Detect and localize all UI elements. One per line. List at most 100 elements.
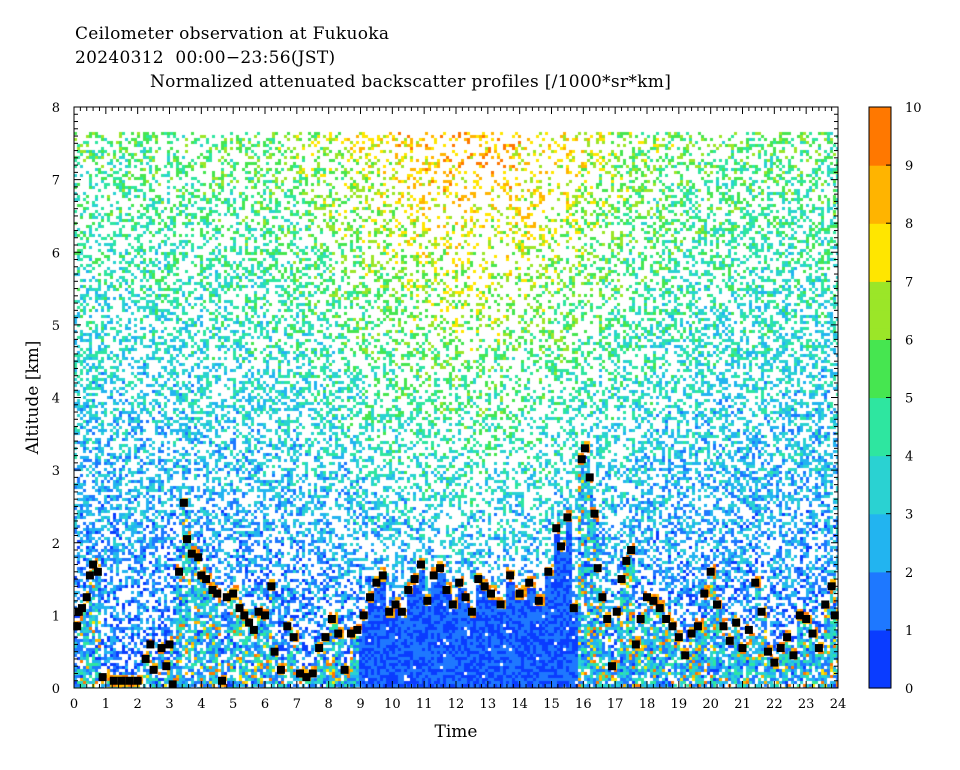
cloud-base-marker (487, 589, 496, 598)
x-axis-label: Time (435, 722, 478, 742)
colorbar-segment (869, 484, 891, 492)
cloud-base-marker (229, 589, 238, 598)
x-tick-label: 13 (480, 697, 497, 712)
cloud-base-marker (732, 618, 741, 627)
colorbar-segment (869, 275, 891, 282)
colorbar-segment (869, 542, 891, 550)
y-axis: 0 1 2 3 4 5 6 7 8 (52, 101, 838, 697)
cloud-base-marker (783, 633, 792, 642)
cloud-base-marker (506, 571, 515, 580)
cloud-base-marker (607, 662, 616, 671)
cloud-base-marker (168, 680, 177, 689)
cloud-base-marker (73, 622, 82, 631)
colorbar-segment (869, 269, 891, 277)
cloud-base-marker (585, 473, 594, 482)
y-tick-label: 3 (52, 464, 60, 479)
cloud-base-marker (416, 560, 425, 569)
cloud-base-marker (404, 585, 413, 594)
colorbar-segment (869, 548, 891, 555)
colorbar-segment (869, 107, 891, 114)
cloud-base-marker (687, 629, 696, 638)
cloud-base-marker (187, 549, 196, 558)
colorbar-segment (869, 287, 891, 294)
colorbar-segment (869, 339, 891, 346)
x-tick-label: 24 (830, 697, 847, 712)
colorbar-segment (869, 118, 891, 126)
colorbar-segment (869, 159, 891, 166)
x-tick-label: 15 (543, 697, 560, 712)
cloud-base-marker (808, 629, 817, 638)
colorbar-segment (869, 618, 891, 625)
x-tick-label: 20 (702, 697, 719, 712)
cloud-base-marker (183, 535, 192, 544)
cloud-base-marker (515, 589, 524, 598)
cloud-base-marker (590, 509, 599, 518)
cloud-base-marker (534, 596, 543, 605)
colorbar-segment (869, 304, 891, 311)
colorbar-segment (869, 409, 891, 416)
cloud-base-marker (146, 640, 155, 649)
colorbar-segment (869, 165, 891, 172)
cloud-base-marker (455, 578, 464, 587)
colorbar-segment (869, 234, 891, 242)
cloud-base-marker (480, 582, 489, 591)
cloud-base-marker (308, 669, 317, 678)
colorbar-segment (869, 536, 891, 544)
cloud-base-marker (612, 607, 621, 616)
cloud-base-marker (254, 607, 263, 616)
cloud-base-marker (751, 578, 760, 587)
cloud-base-marker (744, 625, 753, 634)
colorbar-segment (869, 380, 891, 387)
y-tick-label: 0 (52, 682, 60, 697)
colorbar-segment (869, 374, 891, 381)
colorbar-segment (869, 391, 891, 399)
cloud-base-marker (77, 604, 86, 613)
x-tick-label: 9 (356, 697, 364, 712)
cloud-base-marker (814, 644, 823, 653)
cloud-base-marker (346, 629, 355, 638)
x-tick-label: 1 (102, 697, 110, 712)
y-tick-label: 7 (52, 174, 60, 189)
colorbar-segment (869, 327, 891, 335)
colorbar-segment (869, 281, 891, 288)
cloud-base-marker (179, 498, 188, 507)
cloud-base-marker (289, 633, 298, 642)
colorbar-segment (869, 502, 891, 509)
colorbar-segment (869, 211, 891, 218)
colorbar-segment (869, 229, 891, 236)
x-tick-label: 0 (70, 697, 78, 712)
cloud-base-marker (563, 513, 572, 522)
colorbar-segment (869, 600, 891, 608)
cloud-base-marker (776, 644, 785, 653)
cloud-base-marker (719, 622, 728, 631)
x-tick-label: 17 (607, 697, 624, 712)
cloud-base-marker (391, 600, 400, 609)
cloud-base-marker (218, 676, 227, 685)
colorbar-tick-label: 9 (905, 159, 913, 174)
colorbar-segment (869, 333, 891, 340)
cloud-base-marker (235, 604, 244, 613)
cloud-base-marker (197, 571, 206, 580)
cloud-base-marker (261, 611, 269, 620)
colorbar-segment (869, 513, 891, 521)
colorbar-segment (869, 490, 891, 497)
cloud-base-marker (385, 607, 394, 616)
colorbar-segment (869, 420, 891, 428)
cloud-base-marker (93, 567, 102, 576)
cloud-base-marker (569, 604, 578, 613)
colorbar-segment (869, 141, 891, 149)
cloud-base-marker (552, 524, 561, 533)
cloud-base-marker (378, 571, 387, 580)
cloud-base-marker (366, 593, 375, 602)
cloud-base-marker (276, 665, 285, 674)
colorbar-segment (869, 653, 891, 660)
y-tick-label: 2 (52, 537, 60, 552)
cloud-base-marker (117, 676, 126, 685)
colorbar-segment (869, 223, 891, 230)
cloud-base-marker (617, 575, 626, 584)
colorbar-segment (869, 467, 891, 474)
colorbar-segment (869, 565, 891, 573)
y-tick-label: 4 (52, 392, 60, 407)
cloud-base-marker (194, 553, 203, 562)
colorbar-segment (869, 130, 891, 137)
